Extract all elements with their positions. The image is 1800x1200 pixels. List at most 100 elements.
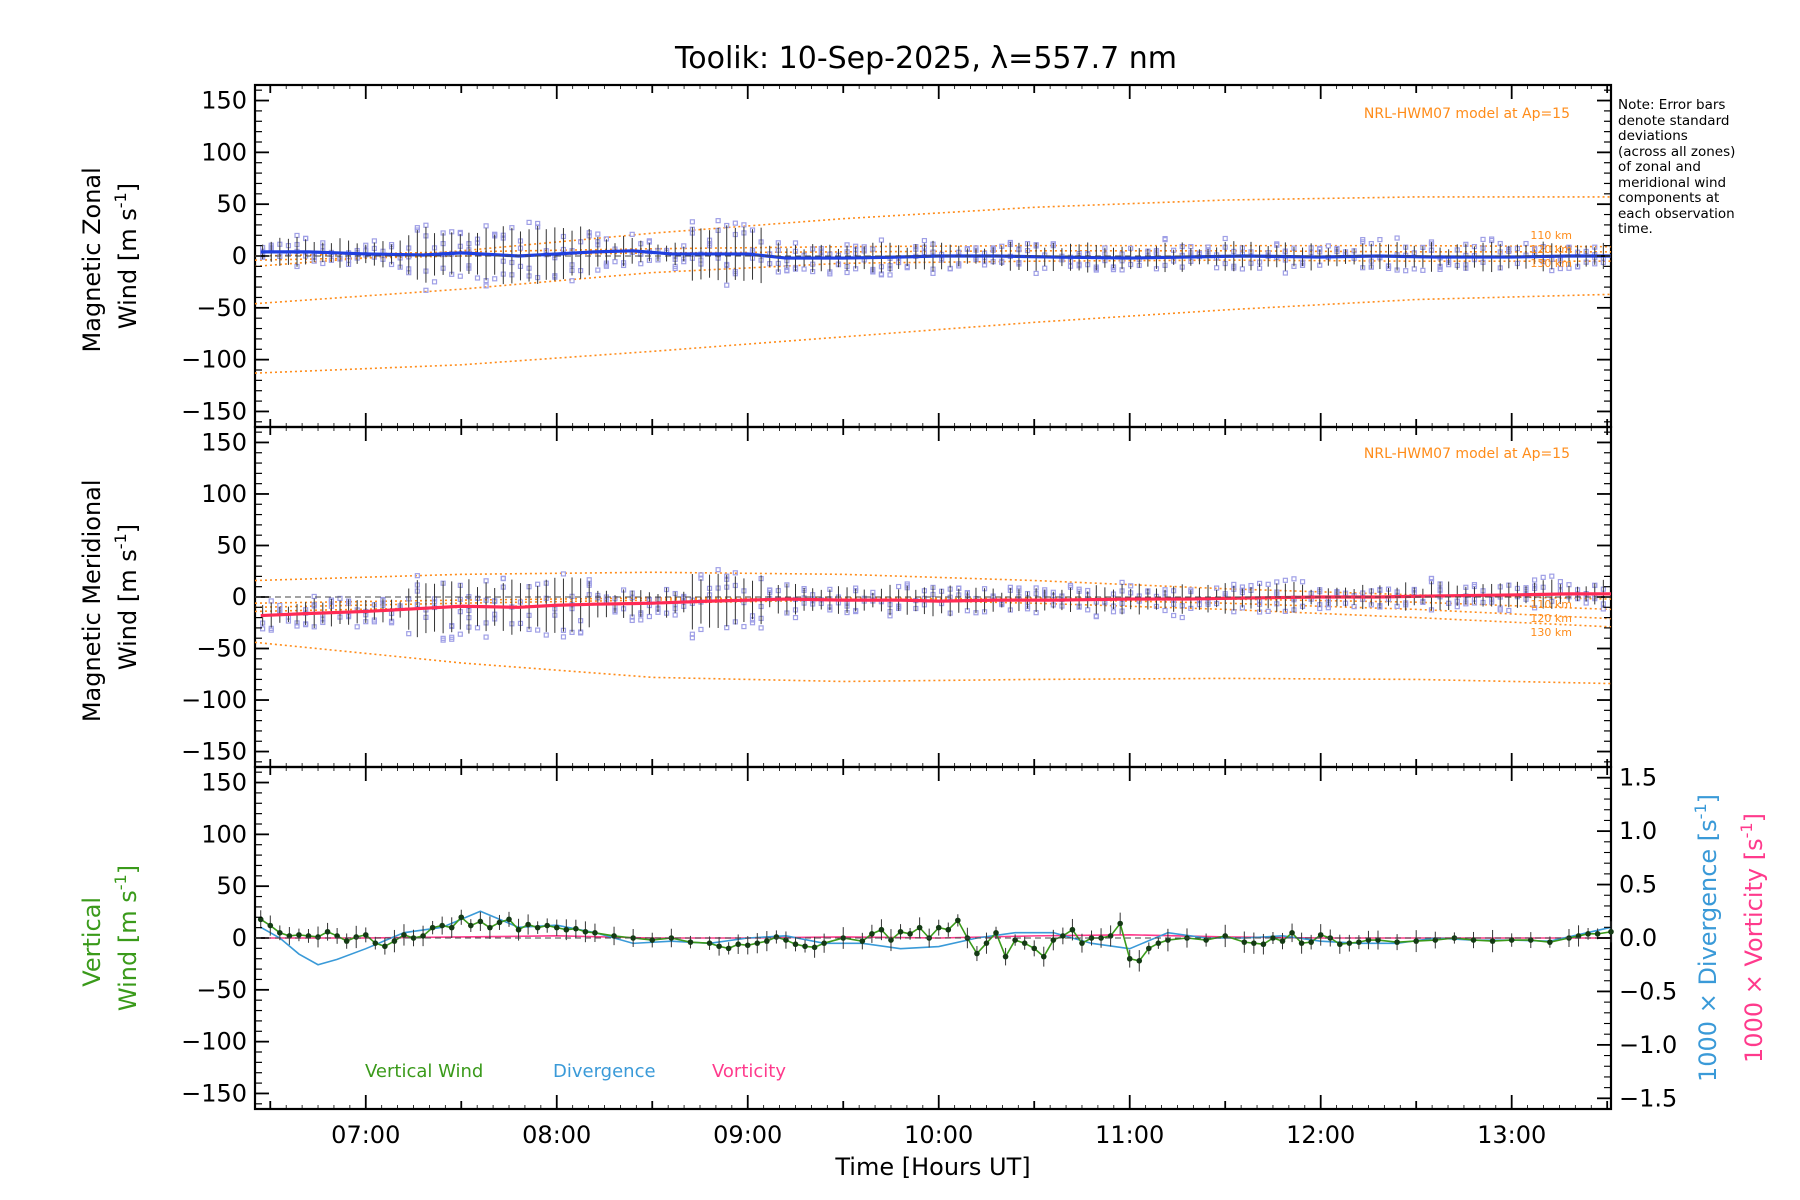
vertical-wind-point	[916, 924, 923, 931]
divergence-axis-label-sup: -1	[1691, 803, 1710, 819]
vertical-y-axis: 150 100 50 0 −50 −100 −150	[181, 767, 1611, 1109]
vertical-y-label-text: Wind [m s	[114, 890, 142, 1011]
vertical-wind-point	[553, 924, 560, 931]
zonal-model-height-130: 130 km	[1530, 257, 1572, 270]
meridional-y-label-end: ]	[114, 524, 142, 533]
vertical-wind-point	[372, 940, 379, 946]
vertical-wind-point	[487, 924, 493, 931]
meridional-ytick-label: 150	[201, 428, 247, 456]
meridional-zone-marker	[440, 635, 446, 641]
vertical-wind-point	[1050, 937, 1057, 943]
meridional-model-curve	[254, 641, 1612, 685]
meridional-zone-marker	[1428, 575, 1435, 582]
vertical-wind-point	[506, 916, 512, 923]
zonal-zone-marker	[1377, 237, 1383, 243]
vertical-wind-point	[945, 926, 952, 933]
zonal-zone-marker	[1222, 235, 1228, 242]
vertical-wind-point	[783, 937, 789, 943]
vertical-wind-point	[1155, 940, 1162, 946]
vertical-wind-point	[764, 938, 770, 944]
meridional-zone-marker	[1085, 607, 1091, 613]
vertical-ytick-label: −150	[181, 1079, 247, 1107]
vertical-wind-point	[563, 926, 570, 933]
zonal-y-label-text: Wind [m s	[114, 208, 142, 329]
vertical-wind-point	[1136, 958, 1143, 964]
x-axis-title: Time [Hours UT]	[834, 1153, 1030, 1181]
vertical-wind-point	[983, 940, 990, 946]
meridional-zone-marker	[1549, 573, 1555, 579]
meridional-zone-marker	[1351, 604, 1357, 610]
vertical-y2tick-label: −1.5	[1619, 1084, 1677, 1112]
zonal-y-label-end: ]	[114, 183, 142, 192]
meridional-zone-marker	[672, 612, 678, 618]
vertical-wind-point	[468, 922, 474, 929]
vertical-wind-point	[496, 919, 503, 926]
time-x-axis: 07:00 08:00 09:00 10:00 11:00 12:00 13:00	[331, 1121, 1546, 1149]
vertical-wind-point	[1031, 945, 1038, 952]
x-tick-label: 12:00	[1286, 1121, 1355, 1149]
vertical-wind-point	[1251, 940, 1257, 946]
vertical-ytick-label: 100	[201, 820, 247, 848]
meridional-zone-marker	[500, 576, 506, 582]
vertical-wind-point	[1260, 941, 1267, 948]
vertical-wind-point	[1594, 931, 1601, 937]
vertical-wind-point	[1040, 953, 1047, 960]
zonal-zone-marker	[474, 275, 481, 281]
meridional-model-curves	[254, 571, 1612, 685]
meridional-zone-marker	[698, 626, 704, 633]
meridional-zone-marker	[1557, 578, 1563, 585]
zonal-zone-marker	[827, 271, 833, 277]
meridional-model-label: NRL-HWM07 model at Ap=15	[1364, 446, 1570, 462]
meridional-zone-marker	[698, 572, 704, 578]
zonal-zone-marker	[732, 220, 738, 226]
meridional-zone-marker	[1067, 582, 1074, 589]
vertical-wind-point	[974, 950, 980, 957]
vertical-wind-point	[1308, 939, 1314, 945]
meridional-zone-marker	[1119, 579, 1125, 585]
zonal-zone-marker	[689, 219, 695, 225]
x-tick-label: 11:00	[1095, 1121, 1164, 1149]
meridional-zone-marker	[560, 634, 567, 640]
vertical-wind-point	[1451, 935, 1458, 941]
vertical-wind-point	[305, 933, 312, 939]
chart-title: Toolik: 10-Sep-2025, λ=557.7 nm	[674, 41, 1177, 76]
meridional-zone-marker	[1506, 607, 1512, 614]
vertical-wind-point	[1346, 940, 1353, 946]
vertical-y-label-end: ]	[114, 865, 142, 874]
meridional-y-label: Magnetic Meridional Wind [m s-1]	[78, 472, 142, 722]
vertical-wind-point	[1060, 933, 1066, 939]
zonal-zone-marker	[457, 273, 463, 279]
meridional-zone-marker	[1299, 579, 1306, 585]
zonal-zone-marker	[741, 222, 747, 228]
vertical-y2tick-label: 1.0	[1619, 817, 1657, 845]
meridional-zone-marker	[1274, 579, 1280, 585]
divergence-axis-label-text: 1000 × Divergence [s	[1694, 819, 1722, 1082]
vertical-wind-point	[324, 928, 331, 935]
vertical-wind-point	[907, 931, 913, 937]
vertical-wind-point	[410, 935, 417, 941]
zonal-zone-marker	[431, 279, 438, 285]
vertical-wind-point	[448, 924, 455, 931]
meridional-zone-marker	[560, 571, 567, 577]
vertical-wind-point	[382, 943, 388, 950]
vertical-wind-point	[668, 935, 675, 941]
zonal-y-axis: 150 100 50 0 −50 −100 −150	[181, 85, 1611, 427]
vertical-wind-point	[1298, 940, 1305, 946]
meridional-zone-marker	[646, 613, 652, 620]
vertical-wind-point	[878, 926, 885, 933]
meridional-ytick-label: −50	[196, 635, 247, 663]
vertical-wind-point	[859, 938, 866, 944]
vertical-wind-point	[1337, 941, 1343, 948]
meridional-zone-marker	[294, 623, 300, 629]
zonal-zone-marker	[724, 282, 730, 288]
vertical-wind-point	[716, 943, 722, 950]
vertical-wind-point	[611, 933, 617, 939]
zonal-ytick-label: −50	[196, 294, 247, 322]
vertical-wind-point	[754, 940, 761, 946]
meridional-ytick-label: 50	[216, 531, 247, 559]
meridional-zone-marker	[449, 634, 455, 640]
meridional-zone-marker	[741, 623, 747, 630]
meridional-zone-marker	[792, 614, 799, 621]
vertical-wind-point	[1107, 933, 1114, 939]
vertical-y2tick-label: 0.0	[1619, 924, 1657, 952]
